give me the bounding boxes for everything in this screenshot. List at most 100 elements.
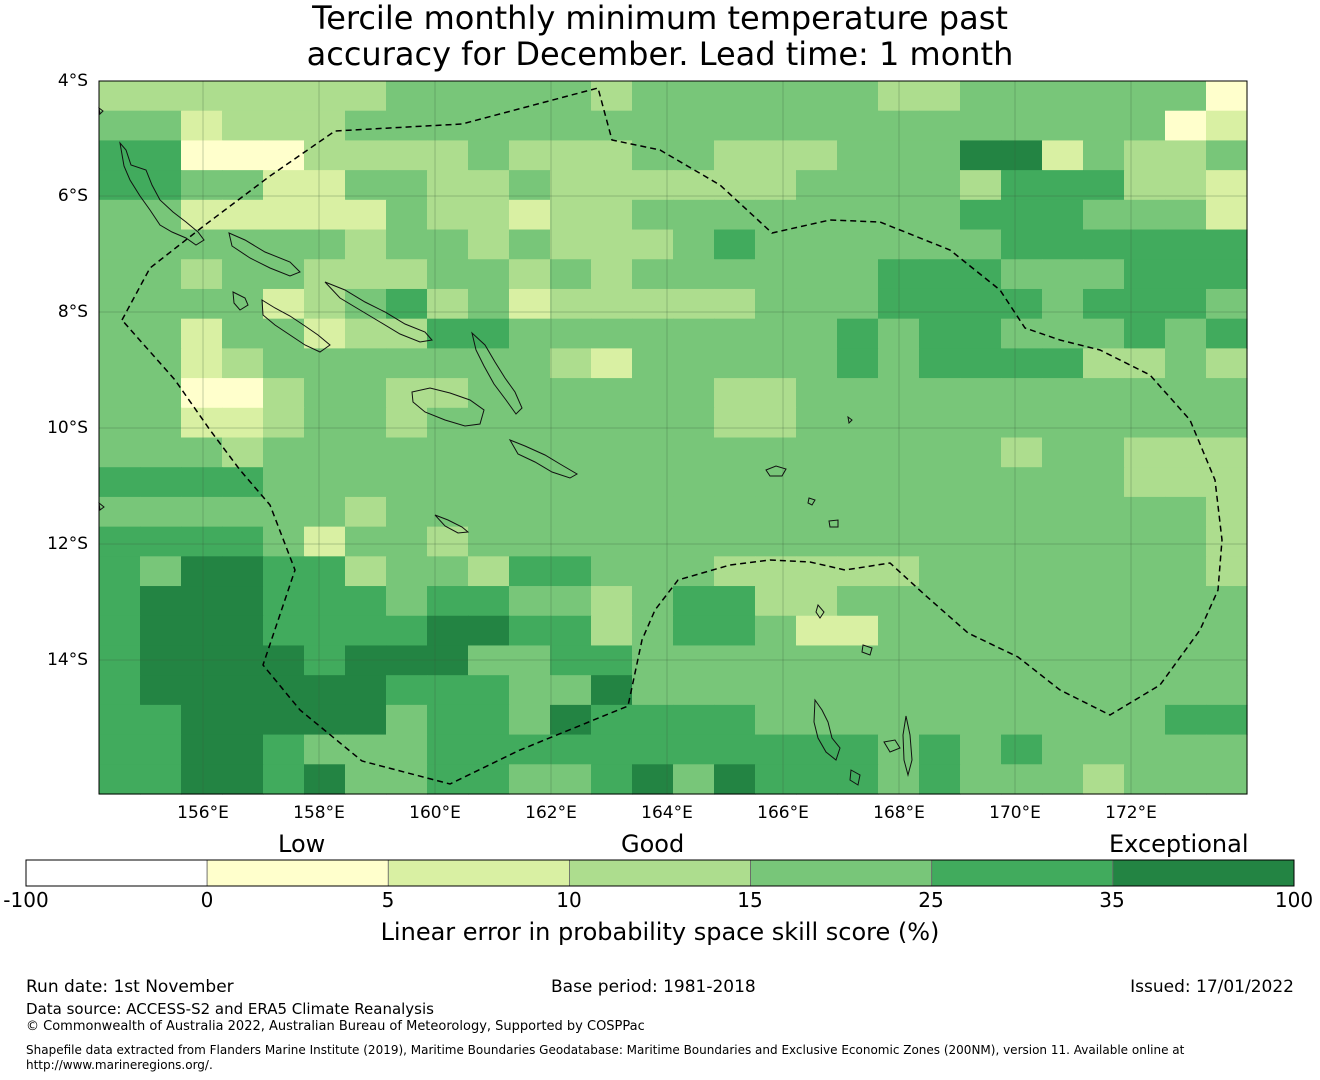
grid-cell [796,259,838,290]
grid-cell [919,496,961,528]
grid-cell [468,81,510,112]
grid-cell [263,140,305,171]
grid-cell [796,199,838,231]
grid-cell [632,764,674,795]
grid-cell [140,556,182,587]
grid-cell [263,586,305,617]
grid-cell [263,704,305,736]
grid-cell [263,437,305,468]
grid-cell [755,586,797,617]
grid-cell [919,170,961,201]
grid-cell [140,526,182,557]
grid-cell [222,288,264,320]
grid-cell [714,734,756,765]
grid-cell [1206,407,1248,439]
grid-cell [837,378,879,409]
grid-cell [591,704,633,736]
lat-label-10s: 10°S [47,418,88,438]
grid-cell [837,734,879,765]
grid-cell [509,556,551,587]
grid-cell [345,615,387,647]
grid-cell [837,496,879,528]
grid-cell [509,704,551,736]
grid-cell [1165,407,1207,439]
grid-cell [673,734,715,765]
grid-cell [1042,407,1084,439]
grid-cell [222,556,264,587]
grid-cell [919,81,961,112]
grid-cell [99,764,141,795]
grid-cell [1206,615,1248,647]
grid-cell [632,437,674,468]
grid-cell [140,764,182,795]
grid-cell [1165,170,1207,201]
grid-cell [960,140,1002,171]
grid-cell [263,110,305,142]
grid-cell [591,170,633,201]
grid-cell [591,318,633,349]
grid-cell [263,675,305,706]
grid-cell [1001,764,1043,795]
grid-cell [960,407,1002,439]
grid-cell [673,170,715,201]
grid-cell [263,81,305,112]
grid-cell [591,110,633,142]
grid-cell [140,645,182,676]
grid-cell [1165,467,1207,498]
grid-cell [99,645,141,676]
grid-cell [140,437,182,468]
grid-cell [673,378,715,409]
grid-cell [550,348,592,379]
grid-cell [1124,407,1166,439]
grid-cell [1206,170,1248,201]
grid-cell [632,586,674,617]
grid-cell [140,318,182,349]
grid-cell [345,734,387,765]
grid-cell [673,259,715,290]
grid-cell [919,586,961,617]
coastline-banks [861,644,873,656]
grid-cell [386,645,428,676]
grid-cell [591,378,633,409]
grid-cell [1206,764,1248,795]
grid-cell [591,764,633,795]
grid-cell [468,110,510,142]
grid-cell [468,259,510,290]
grid-cell [673,229,715,260]
grid-cell [304,170,346,201]
grid-cell [345,496,387,528]
grid-cell [140,229,182,260]
grid-cell [1083,734,1125,765]
grid-cell [591,348,633,379]
grid-cell [386,556,428,587]
colorbar-segment [25,859,208,887]
grid-cell [222,734,264,765]
grid-cell [796,615,838,647]
grid-cell [181,229,223,260]
lon-label-170e: 170°E [989,803,1041,823]
grid-cell [755,496,797,528]
grid-cell [1042,229,1084,260]
grid-cell [1206,378,1248,409]
grid-cell [468,615,510,647]
grid-cell [1083,288,1125,320]
grid-cell [960,229,1002,260]
grid-cell [1165,81,1207,112]
grid-cell [304,110,346,142]
grid-cell [1206,348,1248,379]
grid-cell [468,586,510,617]
grid-cell [140,110,182,142]
grid-cell [1001,348,1043,379]
grid-cell [1124,586,1166,617]
grid-cell [509,318,551,349]
grid-cell [1124,378,1166,409]
grid-cell [755,259,797,290]
coastline-torres [815,603,825,619]
grid-cell [140,170,182,201]
grid-cell [591,734,633,765]
grid-cell [1206,556,1248,587]
grid-cell [1206,704,1248,736]
grid-cell [386,586,428,617]
shapefile-credit-line2: http://www.marineregions.org/. [26,1058,213,1072]
